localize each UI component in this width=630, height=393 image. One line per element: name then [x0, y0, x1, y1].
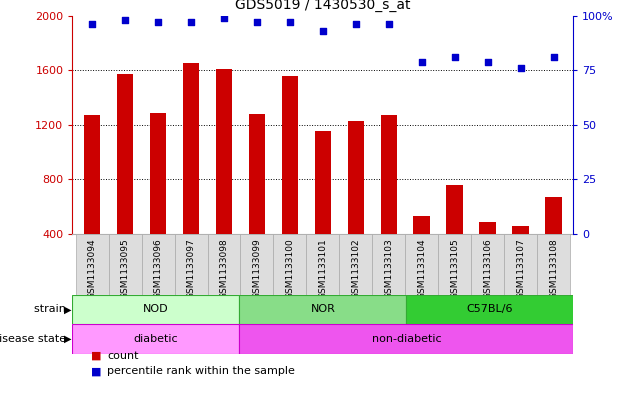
Bar — [207, 234, 241, 295]
Point — [153, 19, 163, 26]
Text: ▶: ▶ — [64, 334, 72, 344]
Text: GSM1133100: GSM1133100 — [285, 239, 294, 299]
Point — [252, 19, 262, 26]
Text: GSM1133101: GSM1133101 — [318, 239, 328, 299]
Bar — [406, 295, 573, 324]
Bar — [239, 324, 573, 354]
Bar — [72, 295, 239, 324]
Bar — [381, 115, 397, 288]
Bar — [471, 234, 504, 295]
Text: GSM1133096: GSM1133096 — [154, 239, 163, 299]
Bar — [438, 234, 471, 295]
Bar — [537, 234, 570, 295]
Text: GSM1133107: GSM1133107 — [516, 239, 525, 299]
Bar — [306, 234, 340, 295]
Text: GSM1133094: GSM1133094 — [88, 239, 97, 299]
Bar — [76, 234, 109, 295]
Text: GSM1133098: GSM1133098 — [219, 239, 229, 299]
Bar — [273, 234, 306, 295]
Text: C57BL/6: C57BL/6 — [467, 305, 513, 314]
Point — [285, 19, 295, 26]
Point — [549, 54, 559, 60]
Point — [318, 28, 328, 34]
Text: NOR: NOR — [311, 305, 335, 314]
Text: disease state: disease state — [0, 334, 69, 344]
Bar — [117, 74, 134, 288]
Bar — [150, 112, 166, 288]
Bar — [546, 197, 562, 288]
Bar — [175, 234, 207, 295]
Text: GSM1133108: GSM1133108 — [549, 239, 558, 299]
Bar — [314, 131, 331, 288]
Title: GDS5019 / 1430530_s_at: GDS5019 / 1430530_s_at — [235, 0, 411, 12]
Text: GSM1133104: GSM1133104 — [417, 239, 427, 299]
Bar — [109, 234, 142, 295]
Bar — [282, 76, 298, 288]
Bar — [413, 216, 430, 288]
Text: GSM1133097: GSM1133097 — [186, 239, 195, 299]
Bar — [142, 234, 175, 295]
Point — [384, 21, 394, 28]
Text: count: count — [107, 351, 139, 361]
Point — [351, 21, 361, 28]
Bar — [84, 115, 100, 288]
Point — [416, 59, 427, 65]
Bar — [348, 121, 364, 288]
Text: GSM1133099: GSM1133099 — [253, 239, 261, 299]
Text: GSM1133103: GSM1133103 — [384, 239, 393, 299]
Text: NOD: NOD — [143, 305, 169, 314]
Text: percentile rank within the sample: percentile rank within the sample — [107, 366, 295, 376]
Point — [87, 21, 97, 28]
Bar — [216, 69, 232, 288]
Bar — [479, 222, 496, 288]
Point — [515, 65, 525, 71]
Text: GSM1133105: GSM1133105 — [450, 239, 459, 299]
Text: GSM1133106: GSM1133106 — [483, 239, 492, 299]
Text: diabetic: diabetic — [134, 334, 178, 344]
Text: ■: ■ — [91, 351, 102, 361]
Text: non-diabetic: non-diabetic — [372, 334, 441, 344]
Bar — [183, 63, 199, 288]
Bar — [72, 324, 239, 354]
Text: GSM1133095: GSM1133095 — [121, 239, 130, 299]
Point — [483, 59, 493, 65]
Bar — [340, 234, 372, 295]
Point — [186, 19, 196, 26]
Point — [219, 15, 229, 21]
Text: GSM1133102: GSM1133102 — [352, 239, 360, 299]
Bar — [447, 185, 463, 288]
Bar — [504, 234, 537, 295]
Bar — [249, 114, 265, 288]
Bar — [239, 295, 406, 324]
Point — [120, 17, 130, 23]
Bar — [512, 226, 529, 288]
Text: ▶: ▶ — [64, 305, 72, 314]
Bar — [372, 234, 405, 295]
Point — [450, 54, 460, 60]
Bar — [241, 234, 273, 295]
Text: ■: ■ — [91, 366, 102, 376]
Bar — [405, 234, 438, 295]
Text: strain: strain — [34, 305, 69, 314]
